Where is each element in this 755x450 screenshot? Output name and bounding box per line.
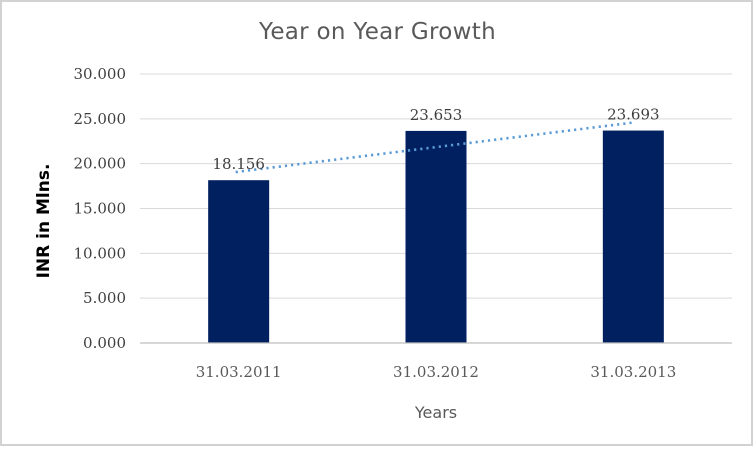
data-label: 23.693 [607, 106, 660, 124]
y-tick-label: 15.000 [74, 200, 127, 218]
data-label: 23.653 [410, 106, 463, 124]
x-tick-label: 31.03.2011 [196, 363, 282, 381]
chart-title: Year on Year Growth [259, 19, 496, 45]
bar [602, 130, 664, 343]
x-tick-label: 31.03.2012 [393, 363, 479, 381]
y-tick-label: 10.000 [74, 244, 127, 262]
x-tick-label: 31.03.2013 [590, 363, 676, 381]
bar [405, 130, 467, 343]
y-tick-label: 0.000 [83, 334, 126, 352]
y-tick-label: 20.000 [74, 155, 127, 173]
y-tick-label: 25.000 [74, 110, 127, 128]
x-axis-title: Years [414, 403, 458, 422]
y-tick-label: 30.000 [74, 65, 127, 83]
y-tick-label: 5.000 [83, 289, 126, 307]
bar [208, 180, 270, 343]
data-label: 18.156 [212, 155, 265, 173]
